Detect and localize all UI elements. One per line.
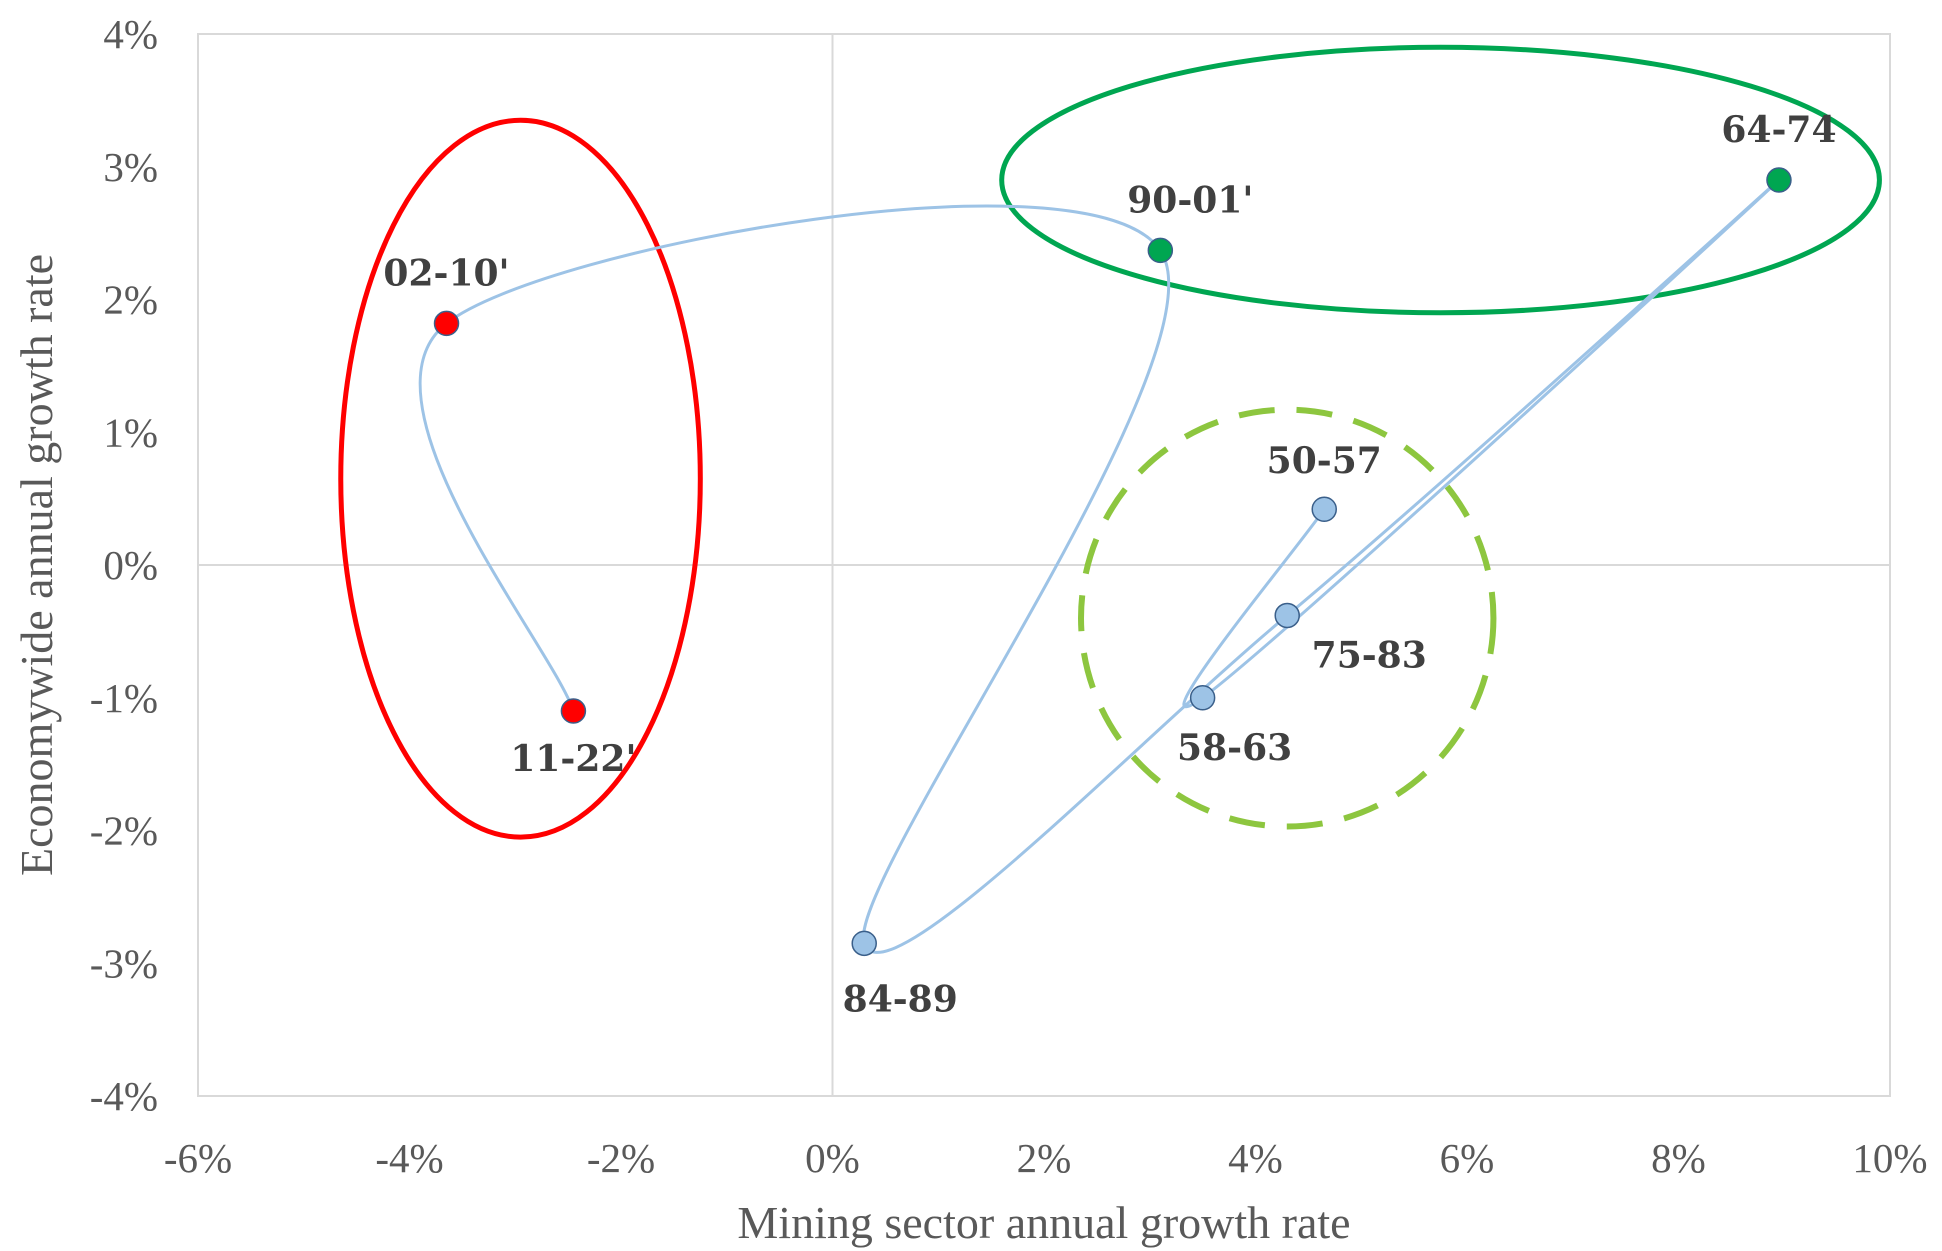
x-tick-label: 0% bbox=[805, 1135, 860, 1181]
x-tick-label: -6% bbox=[164, 1135, 232, 1181]
y-tick-label: -2% bbox=[90, 808, 158, 854]
x-tick-label: 4% bbox=[1228, 1135, 1283, 1181]
x-tick-label: 6% bbox=[1440, 1135, 1495, 1181]
y-tick-label: 4% bbox=[103, 11, 158, 57]
x-tick-label: 8% bbox=[1651, 1135, 1706, 1181]
point-label: 75-83 bbox=[1312, 634, 1427, 676]
data-point bbox=[560, 698, 587, 724]
point-label: 84-89 bbox=[843, 978, 958, 1020]
y-tick-label: 2% bbox=[103, 277, 158, 323]
y-tick-label: 3% bbox=[103, 144, 158, 190]
y-tick-label: 1% bbox=[103, 409, 158, 455]
y-tick-label: -3% bbox=[90, 940, 158, 986]
point-label: 64-74 bbox=[1721, 109, 1836, 151]
point-label: 58-63 bbox=[1177, 727, 1292, 769]
x-tick-label: -2% bbox=[587, 1135, 655, 1181]
y-tick-label: -1% bbox=[90, 675, 158, 721]
data-point bbox=[1311, 496, 1337, 522]
annotation-ellipse bbox=[999, 44, 1882, 316]
annotation-ellipses bbox=[338, 44, 1882, 840]
y-tick-label: -4% bbox=[90, 1073, 158, 1119]
connector-lines bbox=[418, 178, 1781, 954]
series-line bbox=[418, 178, 1781, 954]
zero-axis-lines bbox=[198, 34, 1890, 1096]
point-label: 02-10' bbox=[383, 252, 509, 294]
annotation-ellipse bbox=[1078, 406, 1497, 830]
data-points bbox=[433, 167, 1792, 957]
data-point bbox=[433, 310, 460, 337]
x-axis-title: Mining sector annual growth rate bbox=[737, 1197, 1350, 1248]
x-tick-label: 2% bbox=[1017, 1135, 1072, 1181]
data-point bbox=[851, 930, 877, 957]
point-label: 90-01' bbox=[1127, 179, 1253, 221]
x-tick-label: 10% bbox=[1852, 1135, 1927, 1181]
annotation-ellipse bbox=[338, 117, 703, 840]
point-label: 11-22' bbox=[510, 738, 636, 780]
x-tick-label: -4% bbox=[375, 1135, 443, 1181]
data-point bbox=[1189, 685, 1216, 711]
y-tick-label: 0% bbox=[103, 542, 158, 588]
point-labels: 50-57 58-63 64-74 75-83 84-89 90-01' 02-10' 11-… bbox=[383, 109, 1836, 1020]
x-tick-labels: -6% -4% -2% 0% 2% 4% 6% 8% 10% bbox=[164, 1135, 1928, 1181]
point-label: 50-57 bbox=[1267, 440, 1382, 482]
data-point bbox=[1766, 167, 1792, 193]
data-point bbox=[1274, 602, 1300, 629]
y-axis-title: Economywide annual growth rate bbox=[11, 254, 62, 876]
data-point bbox=[1147, 237, 1174, 264]
y-tick-labels: -4% -3% -2% -1% 0% 1% 2% 3% 4% bbox=[90, 11, 158, 1119]
